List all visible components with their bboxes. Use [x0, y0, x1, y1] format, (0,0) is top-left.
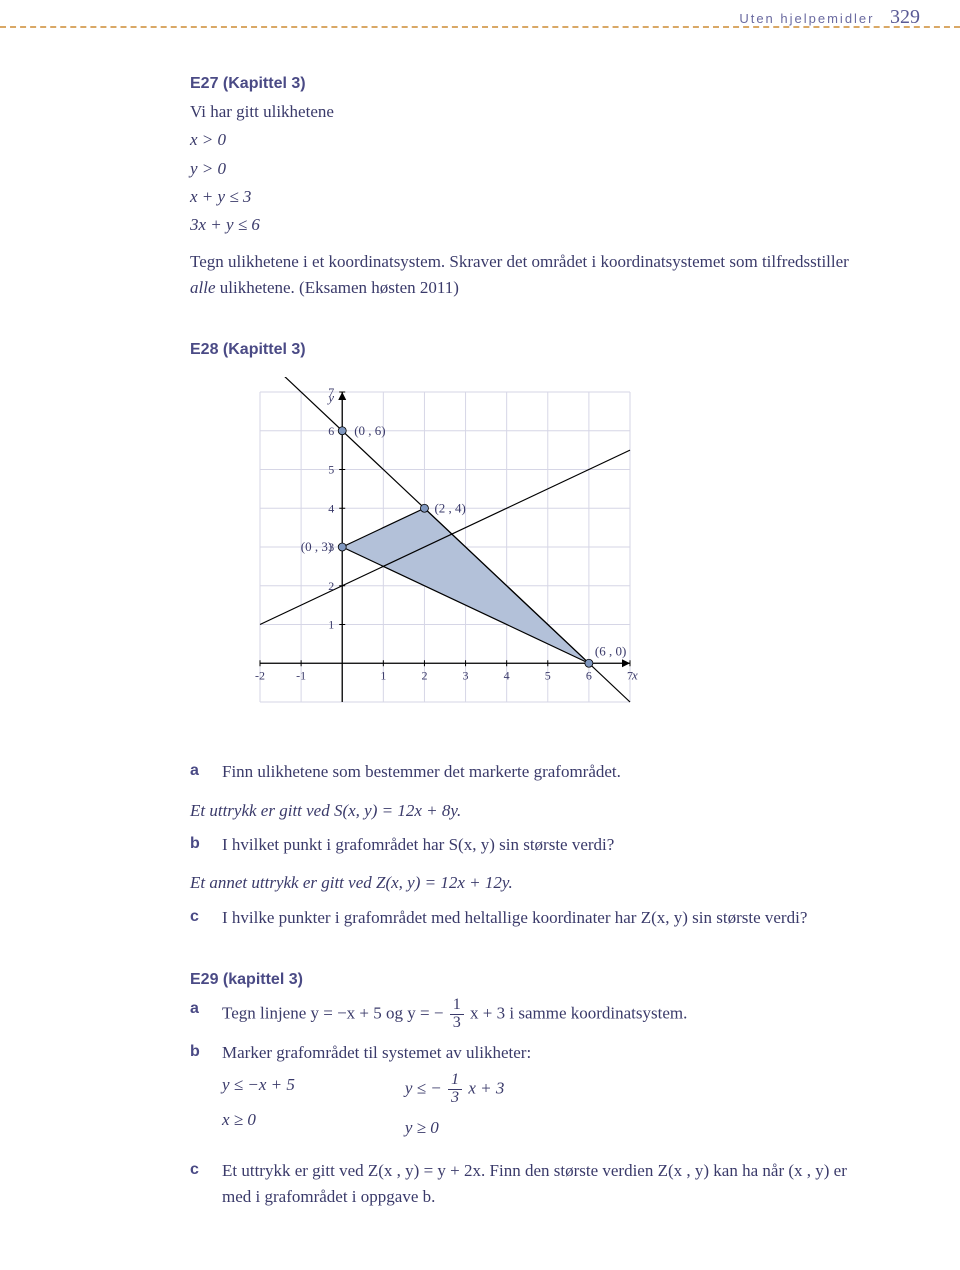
svg-text:y: y — [326, 390, 334, 405]
e28-title: E28 (Kapittel 3) — [190, 341, 870, 359]
svg-text:6: 6 — [328, 424, 334, 438]
svg-text:(2 , 4): (2 , 4) — [434, 501, 465, 516]
e28-chart: -2-112345671234567xy(0 , 6)(2 , 4)(0 , 3… — [190, 377, 870, 737]
svg-text:(0 , 6): (0 , 6) — [354, 423, 385, 438]
svg-text:1: 1 — [328, 618, 334, 632]
e29-ineq-2: y ≤ − 13 x + 3 — [405, 1072, 504, 1107]
e29-c-label: c — [190, 1158, 208, 1211]
e29-inequality-grid: y ≤ −x + 5 x ≥ 0 y ≤ − 13 x + 3 y ≥ 0 — [222, 1072, 870, 1149]
e27-intro: Vi har gitt ulikhetene — [190, 99, 870, 125]
e28-a-text: Finn ulikhetene som bestemmer det marker… — [222, 759, 870, 785]
svg-text:5: 5 — [328, 463, 334, 477]
svg-text:6: 6 — [586, 669, 592, 683]
e29-b-label: b — [190, 1040, 208, 1150]
svg-text:3: 3 — [463, 669, 469, 683]
e28-b-label: b — [190, 832, 208, 858]
e29-a-text: Tegn linjene y = −x + 5 og y = − 13 x + … — [222, 997, 870, 1032]
svg-text:1: 1 — [380, 669, 386, 683]
e28-b-text: I hvilket punkt i grafområdet har S(x, y… — [222, 832, 870, 858]
e29-ineq-1: y ≤ −x + 5 — [222, 1072, 295, 1098]
e27-title: E27 (Kapittel 3) — [190, 75, 870, 93]
exercise-e29: E29 (kapittel 3) a Tegn linjene y = −x +… — [190, 971, 870, 1210]
e27-ineq4: 3x + y ≤ 6 — [190, 212, 870, 238]
e28-c-label: c — [190, 905, 208, 931]
exercise-e27: E27 (Kapittel 3) Vi har gitt ulikhetene … — [190, 75, 870, 301]
e29-title: E29 (kapittel 3) — [190, 971, 870, 989]
exercise-e28: E28 (Kapittel 3) -2-112345671234567xy(0 … — [190, 341, 870, 931]
fraction: 13 — [448, 1072, 462, 1107]
svg-text:(0 , 3): (0 , 3) — [301, 539, 332, 554]
e27-ineq2: y > 0 — [190, 156, 870, 182]
e29-a-label: a — [190, 997, 208, 1032]
e29-ineq-4: y ≥ 0 — [405, 1115, 504, 1141]
e27-ineq3: x + y ≤ 3 — [190, 184, 870, 210]
svg-text:4: 4 — [504, 669, 510, 683]
e28-s-expr: Et uttrykk er gitt ved S(x, y) = 12x + 8… — [190, 798, 870, 824]
e28-c-text: I hvilke punkter i grafområdet med helta… — [222, 905, 870, 931]
svg-text:2: 2 — [328, 579, 334, 593]
e29-b-text: Marker grafområdet til systemet av ulikh… — [222, 1040, 870, 1066]
svg-text:-2: -2 — [255, 669, 265, 683]
e27-task: Tegn ulikhetene i et koordinatsystem. Sk… — [190, 249, 870, 302]
e28-a-label: a — [190, 759, 208, 785]
fraction: 13 — [450, 997, 464, 1032]
svg-text:(6 , 0): (6 , 0) — [595, 644, 626, 659]
e27-ineq1: x > 0 — [190, 127, 870, 153]
e29-ineq-3: x ≥ 0 — [222, 1107, 295, 1133]
svg-text:4: 4 — [328, 502, 334, 516]
e28-z-expr: Et annet uttrykk er gitt ved Z(x, y) = 1… — [190, 870, 870, 896]
e28-coordinate-chart: -2-112345671234567xy(0 , 6)(2 , 4)(0 , 3… — [190, 377, 650, 737]
svg-text:5: 5 — [545, 669, 551, 683]
e29-c-text: Et uttrykk er gitt ved Z(x , y) = y + 2x… — [222, 1158, 870, 1211]
svg-text:x: x — [631, 668, 638, 683]
svg-text:-1: -1 — [296, 669, 306, 683]
svg-text:2: 2 — [421, 669, 427, 683]
